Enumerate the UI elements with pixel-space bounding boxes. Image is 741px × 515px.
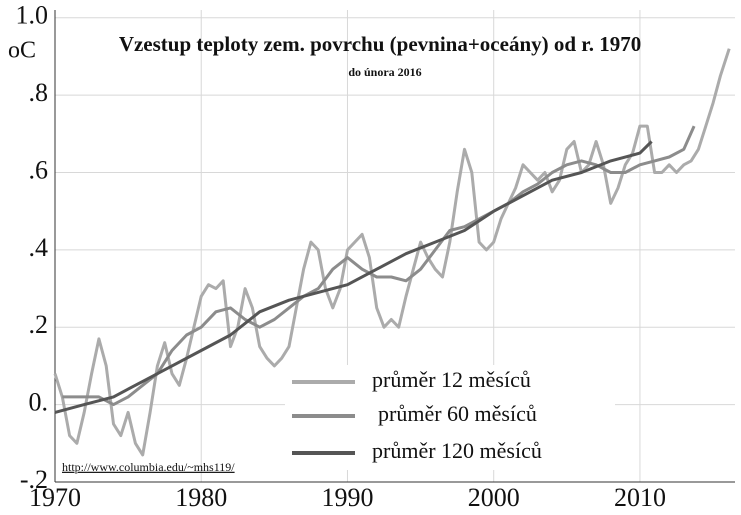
y-tick-label: .8 — [29, 78, 49, 107]
y-unit: oC — [8, 38, 36, 64]
y-tick-label: 0. — [29, 388, 49, 417]
legend-label: průměr 60 měsíců — [378, 401, 537, 426]
series-line — [53, 48, 731, 457]
x-tick-label: 1990 — [321, 483, 373, 512]
y-tick-label: .6 — [29, 155, 49, 184]
plot-lines — [53, 48, 731, 457]
legend-label: průměr 120 měsíců — [372, 438, 542, 463]
x-tick-label: 2010 — [614, 483, 666, 512]
chart-subtitle: do února 2016 — [348, 65, 421, 79]
series-line — [54, 140, 653, 414]
x-tick-label: 1970 — [29, 483, 81, 512]
y-tick-label: .4 — [29, 233, 49, 262]
y-tick-label: 1.0 — [16, 1, 49, 30]
legend-label: průměr 12 měsíců — [372, 367, 531, 392]
chart-title: Vzestup teploty zem. povrchu (pevnina+oc… — [119, 32, 641, 56]
legend: průměr 12 měsíců průměr 60 měsíců průměr 1… — [292, 367, 542, 463]
source: http://www.columbia.edu/~mhs119/ — [62, 460, 235, 474]
x-tick-label: 2000 — [468, 483, 520, 512]
labels: -.2 0. .2 .4 .6 .8 1.0 1970 1980 1990 2000 2010 — [16, 1, 666, 512]
x-tick-label: 1980 — [175, 483, 227, 512]
y-tick-label: -.2 — [20, 465, 48, 494]
y-tick-label: .2 — [29, 310, 49, 339]
series-line — [62, 125, 696, 407]
